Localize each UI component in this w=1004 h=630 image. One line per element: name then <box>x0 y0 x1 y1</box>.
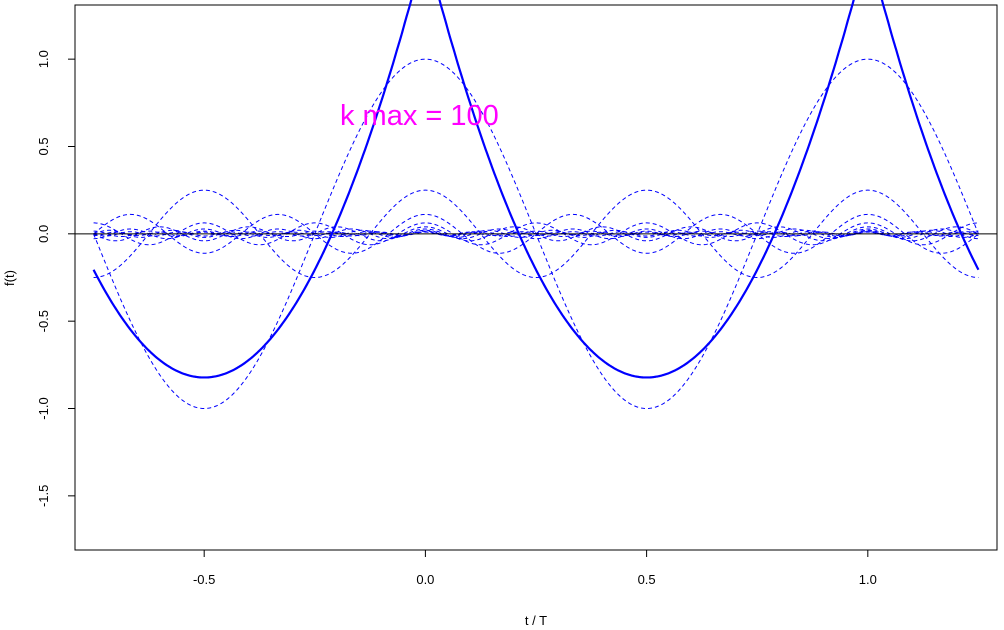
y-tick-label: 0.5 <box>36 137 51 155</box>
x-axis: -0.5 0.0 0.5 1.0 <box>193 549 877 587</box>
x-axis-title: t / T <box>525 613 547 628</box>
k-max-annotation: k max = 100 <box>340 100 499 132</box>
x-tick-label: 0.5 <box>638 572 656 587</box>
y-axis: -1.5 -1.0 -0.5 0.0 0.5 1.0 <box>36 50 76 507</box>
harmonic-curve-k10 <box>93 226 979 242</box>
x-tick-label: 0.0 <box>416 572 434 587</box>
sum-curve-kmax <box>92 0 980 379</box>
y-tick-label: -1.0 <box>36 397 51 419</box>
x-tick-label: 1.0 <box>859 572 877 587</box>
y-tick-label: 1.0 <box>36 50 51 68</box>
harmonic-curve-k4 <box>93 189 979 279</box>
harmonic-curve-k16 <box>93 230 979 238</box>
y-axis-title: f(t) <box>2 270 17 286</box>
x-tick-label: -0.5 <box>193 572 215 587</box>
fourier-sum-curve <box>92 0 980 379</box>
harmonic-curve-k20 <box>93 231 979 237</box>
y-tick-label: 0.0 <box>36 225 51 243</box>
y-tick-label: -0.5 <box>36 310 51 332</box>
y-tick-label: -1.5 <box>36 485 51 507</box>
harmonic-curve-k8 <box>93 222 979 246</box>
